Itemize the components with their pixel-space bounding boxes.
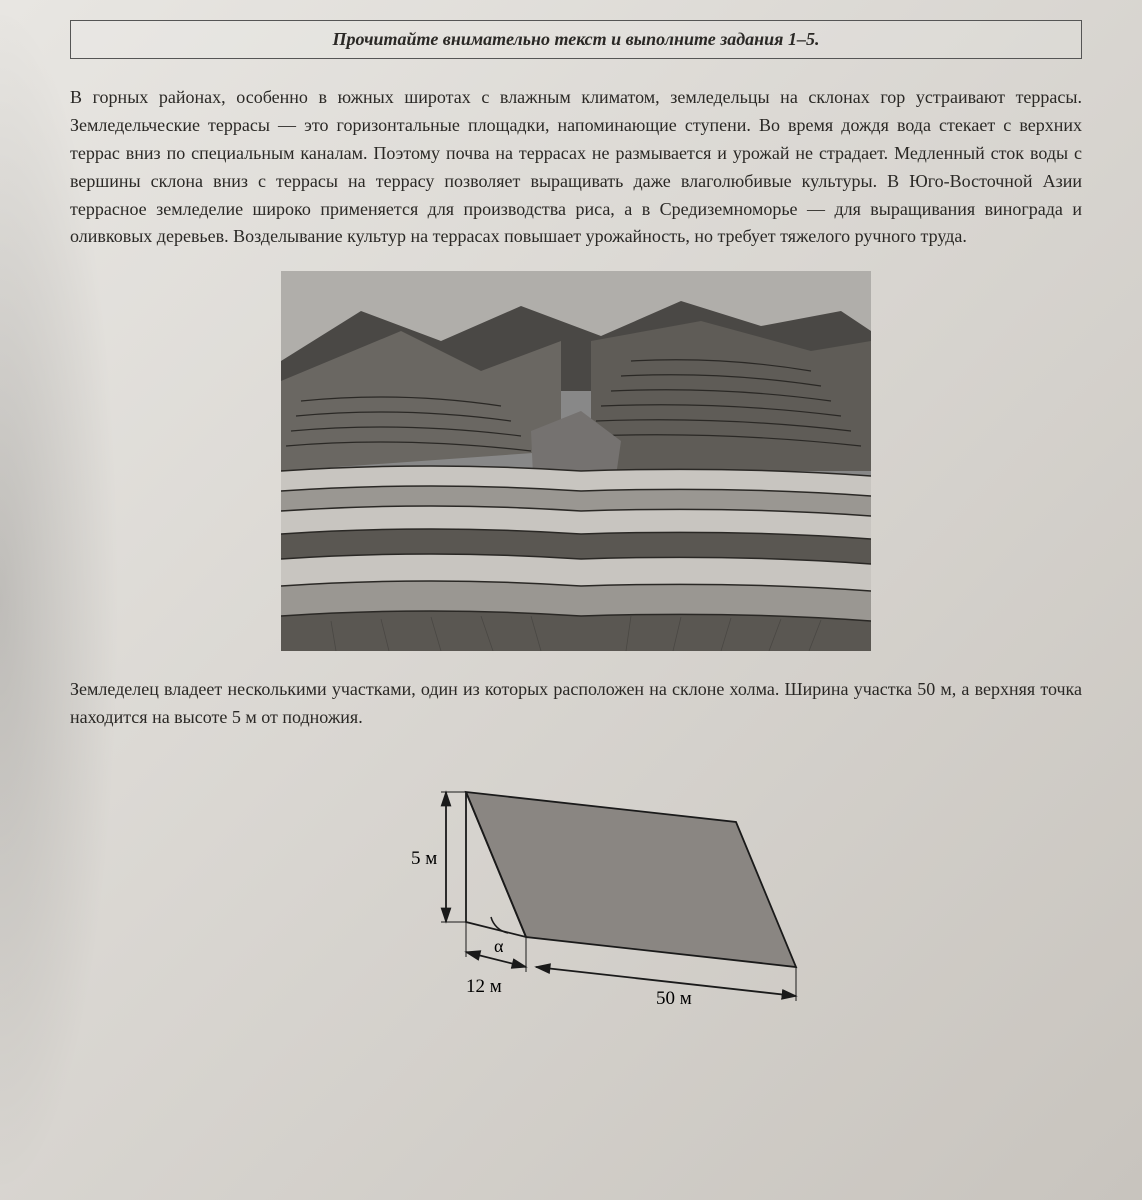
terrace-photo (281, 271, 871, 651)
height-label: 5 м (411, 848, 437, 869)
geometry-diagram: 5 м 12 м 50 м α (316, 752, 836, 1012)
diagram-container: 5 м 12 м 50 м α (70, 752, 1082, 1012)
problem-text-paragraph: Земледелец владеет несколькими участками… (70, 676, 1082, 732)
width-label: 50 м (656, 988, 692, 1009)
angle-label: α (494, 936, 504, 956)
instruction-box: Прочитайте внимательно текст и выполните… (70, 20, 1082, 59)
instruction-text: Прочитайте внимательно текст и выполните… (333, 29, 820, 49)
base-label: 12 м (466, 976, 502, 997)
main-text-paragraph: В горных районах, особенно в южных широт… (70, 84, 1082, 251)
photo-container (70, 271, 1082, 651)
terrace-photo-svg (281, 271, 871, 651)
